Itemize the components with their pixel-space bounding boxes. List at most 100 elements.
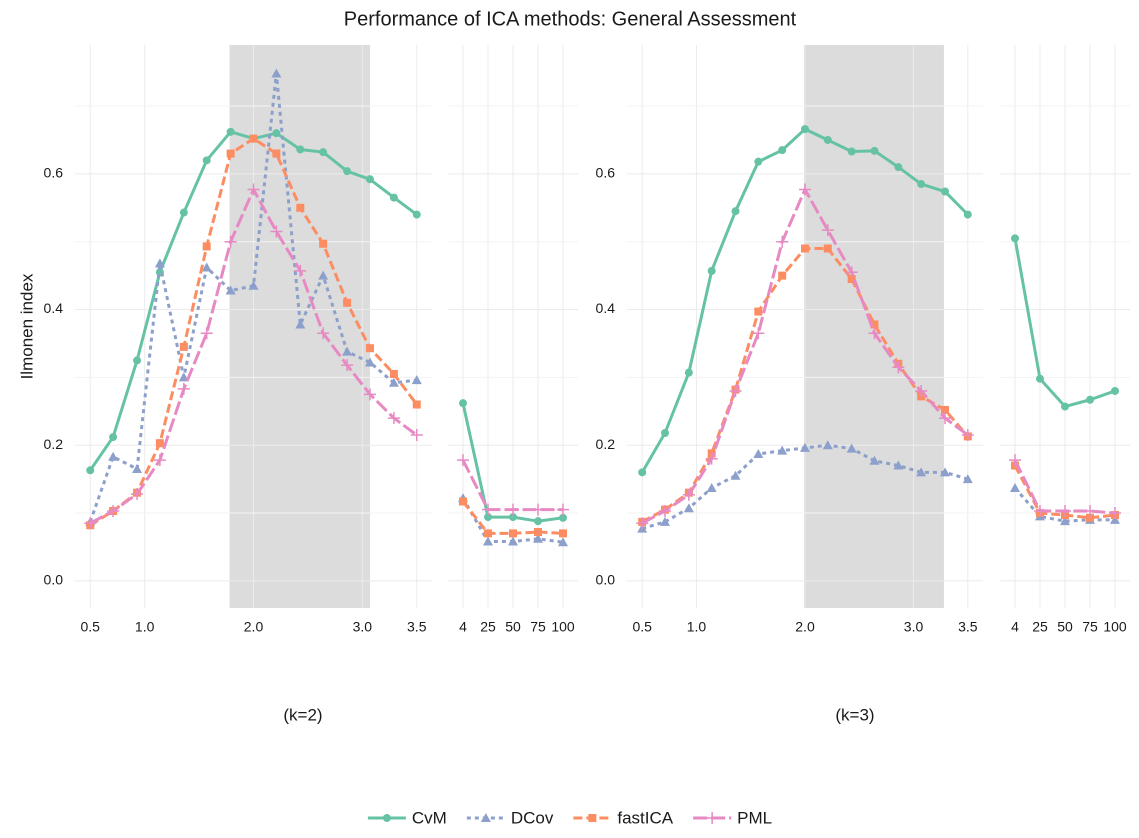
series: [636, 183, 974, 530]
marker: [200, 327, 213, 340]
marker: [179, 342, 188, 351]
marker: [1084, 505, 1096, 518]
marker: [224, 235, 237, 248]
marker: [363, 388, 376, 401]
legend: CvM DCov fastICA PML: [367, 808, 772, 827]
marker: [534, 517, 542, 526]
marker: [658, 505, 671, 518]
marker: [799, 183, 811, 196]
marker: [962, 474, 973, 484]
y-tick-label: 0.6: [44, 165, 64, 181]
marker: [730, 470, 741, 480]
marker: [201, 262, 212, 272]
marker: [411, 375, 422, 385]
marker: [636, 517, 649, 530]
x-tick-label: 0.5: [81, 619, 101, 635]
marker: [847, 147, 856, 156]
marker: [133, 356, 142, 365]
marker: [388, 377, 399, 387]
marker: [869, 455, 880, 465]
marker: [892, 361, 905, 374]
marker: [847, 275, 856, 284]
marker: [731, 207, 740, 216]
marker: [480, 813, 491, 822]
legend-item: DCov: [466, 808, 554, 827]
marker: [294, 264, 307, 277]
marker: [533, 533, 543, 543]
marker: [961, 429, 974, 442]
x-tick-label: 4: [1011, 619, 1019, 635]
marker: [1060, 516, 1070, 526]
series: [85, 68, 422, 526]
legend-item: fastICA: [573, 808, 674, 827]
marker: [342, 346, 353, 356]
marker: [318, 270, 329, 280]
marker: [778, 271, 787, 280]
marker: [249, 134, 258, 143]
series: [459, 497, 567, 538]
marker: [107, 505, 120, 518]
marker: [387, 412, 400, 425]
marker: [894, 163, 903, 172]
marker: [1086, 513, 1094, 522]
marker: [1036, 374, 1044, 383]
marker: [131, 488, 144, 501]
marker: [776, 235, 789, 248]
marker: [939, 412, 952, 425]
marker: [410, 429, 423, 442]
y-tick-label: 0.2: [596, 436, 616, 452]
marker: [459, 399, 467, 408]
marker: [365, 344, 374, 353]
chart-title: Performance of ICA methods: General Asse…: [344, 8, 797, 30]
x-tick-label: 3.0: [904, 619, 924, 635]
series: [1011, 234, 1119, 411]
series: [459, 399, 567, 526]
marker: [557, 503, 569, 516]
marker: [343, 298, 352, 307]
marker: [179, 208, 188, 217]
marker: [823, 244, 832, 253]
marker: [296, 203, 305, 212]
marker: [870, 146, 879, 155]
marker: [109, 433, 118, 442]
marker: [364, 357, 375, 367]
marker: [412, 400, 421, 409]
marker: [659, 516, 670, 526]
marker: [341, 359, 354, 372]
y-axis-label: Ilmonen index: [17, 273, 36, 379]
marker: [559, 513, 567, 522]
marker: [509, 513, 517, 522]
marker: [534, 528, 542, 537]
marker: [893, 460, 904, 470]
marker: [271, 68, 282, 78]
marker: [225, 285, 236, 295]
x-tick-label: 100: [551, 619, 575, 635]
marker: [963, 210, 972, 219]
marker: [457, 454, 469, 467]
marker: [558, 537, 568, 547]
marker: [915, 384, 928, 397]
marker: [482, 503, 494, 516]
y-tick-label: 0.4: [596, 300, 616, 316]
y-tick-label: 0.0: [596, 572, 616, 588]
marker: [270, 225, 283, 238]
marker: [202, 242, 211, 251]
marker: [154, 258, 165, 268]
marker: [1011, 234, 1019, 243]
marker: [1034, 505, 1046, 518]
y-tick-label: 0.6: [596, 165, 616, 181]
marker: [638, 468, 647, 477]
marker: [317, 327, 330, 340]
legend-label: PML: [737, 808, 772, 827]
marker: [389, 193, 398, 202]
marker: [821, 224, 834, 237]
marker: [1059, 505, 1071, 518]
marker: [177, 382, 190, 395]
x-tick-label: 50: [1057, 619, 1073, 635]
marker: [800, 442, 810, 452]
marker: [916, 467, 927, 477]
x-tick-label: 3.5: [407, 619, 427, 635]
marker: [508, 536, 518, 546]
